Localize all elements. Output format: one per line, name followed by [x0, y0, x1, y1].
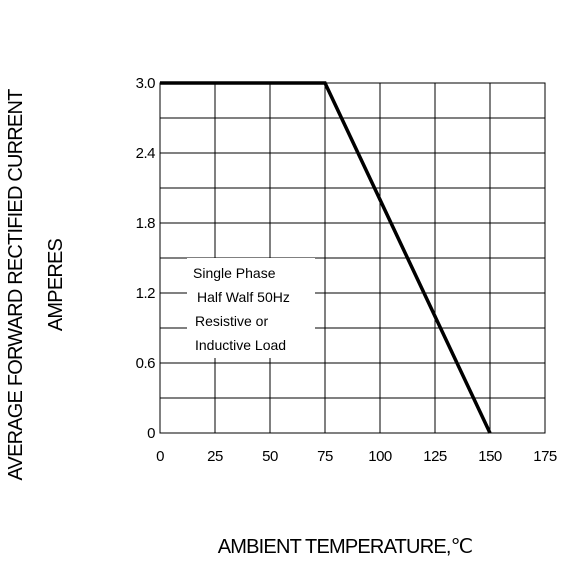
- x-tick-label: 150: [478, 448, 502, 465]
- y-tick-labels: 0 0.6 1.2 1.8 2.4 3.0: [136, 75, 156, 442]
- annotation-line: Half Walf 50Hz: [197, 289, 290, 305]
- x-tick-label: 0: [156, 448, 164, 465]
- x-tick-label: 75: [317, 448, 333, 465]
- y-axis-title-line1: AVERAGE FORWARD RECTIFIED CURRENT: [5, 89, 27, 481]
- annotation-line: Resistive or: [195, 313, 268, 329]
- series-line: [160, 81, 492, 434]
- annotation-background: [187, 258, 315, 358]
- x-tick-label: 100: [368, 448, 392, 465]
- annotation-line: Single Phase: [193, 265, 276, 281]
- x-axis-title: AMBIENT TEMPERATURE,℃: [218, 536, 473, 558]
- y-tick-label: 1.2: [136, 285, 156, 302]
- x-tick-label: 125: [423, 448, 447, 465]
- annotation-line: Inductive Load: [195, 337, 286, 353]
- y-tick-label: 3.0: [136, 75, 156, 92]
- y-tick-label: 0: [147, 425, 155, 442]
- annotation-text: Single Phase Half Walf 50Hz Resistive or In…: [193, 265, 290, 353]
- x-tick-labels: 0 25 50 75 100 125 150 175: [156, 448, 557, 465]
- x-tick-label: 50: [262, 448, 278, 465]
- y-tick-label: 0.6: [136, 355, 156, 372]
- plot-frame: [159, 82, 546, 434]
- y-tick-label: 2.4: [136, 145, 156, 162]
- y-tick-label: 1.8: [136, 215, 156, 232]
- x-tick-label: 175: [533, 448, 557, 465]
- y-axis-title-line2: AMPERES: [45, 238, 67, 331]
- x-tick-label: 25: [207, 448, 223, 465]
